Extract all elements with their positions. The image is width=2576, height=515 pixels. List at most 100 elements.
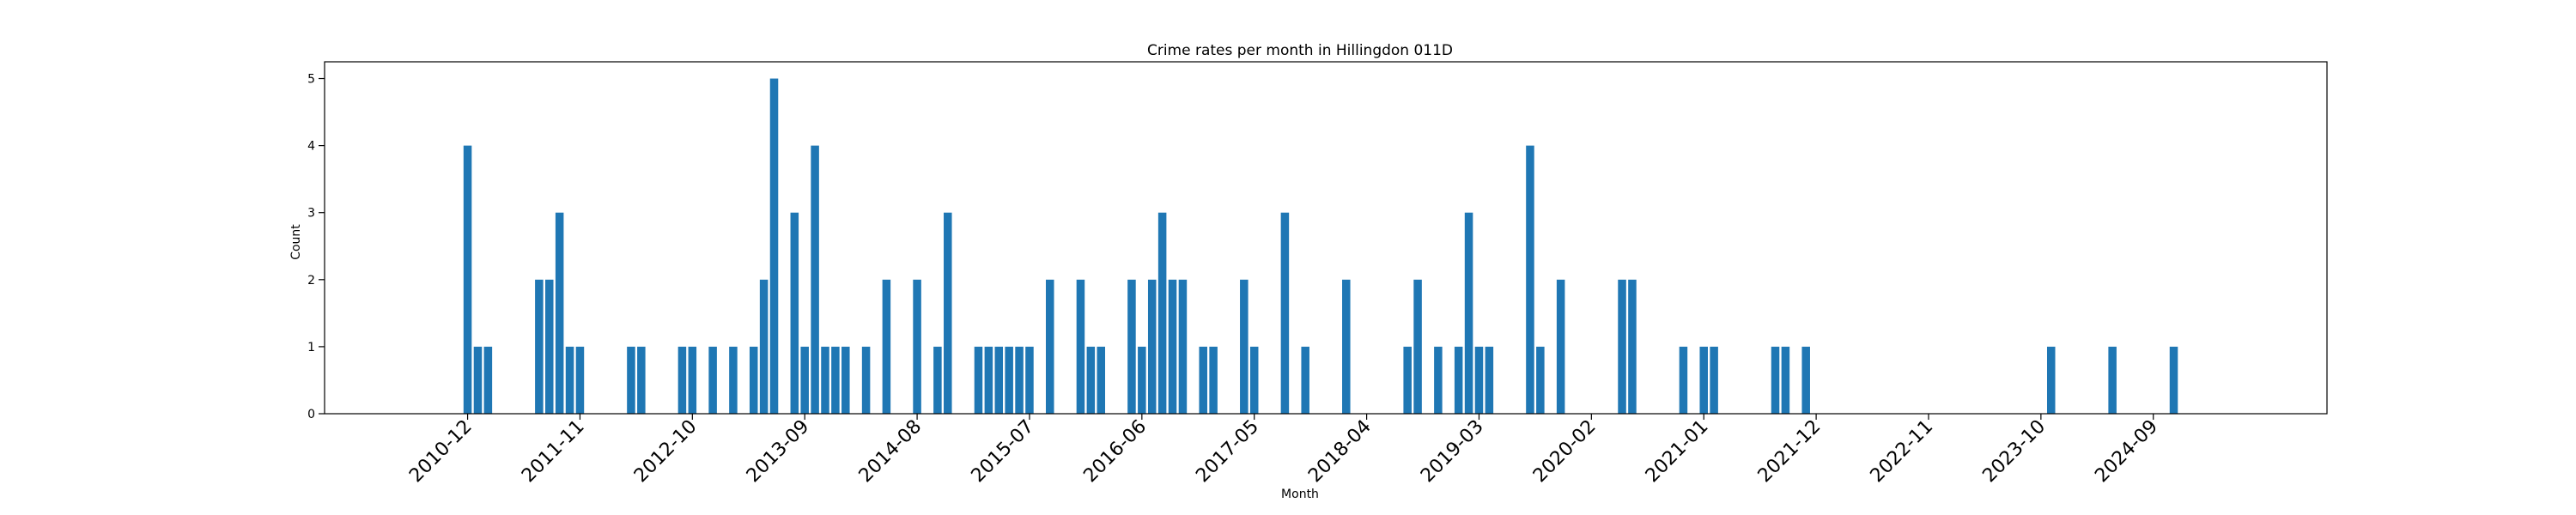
bar-2014-01	[841, 346, 850, 414]
x-tick-label: 2010-12	[405, 416, 477, 488]
bar-2015-03	[984, 346, 993, 414]
x-tick-label: 2014-08	[855, 416, 927, 488]
bar-2015-04	[994, 346, 1004, 414]
bar-2017-10	[1301, 346, 1309, 414]
bar-2016-12	[1199, 346, 1207, 414]
bar-2016-02	[1097, 346, 1106, 414]
bar-2020-05	[1618, 279, 1626, 414]
bar-2017-08	[1280, 212, 1290, 414]
bar-2019-03	[1474, 346, 1484, 414]
x-tick-label: 2013-09	[743, 416, 814, 488]
bar-2021-01	[1699, 346, 1708, 414]
bar-2011-10	[565, 346, 574, 414]
y-tick-label: 5	[307, 73, 315, 87]
bar-2017-01	[1209, 346, 1218, 414]
bar-2013-09	[800, 346, 809, 414]
bar-2015-05	[1005, 346, 1013, 414]
bar-2011-09	[555, 212, 564, 414]
x-tick-label: 2016-06	[1079, 416, 1151, 488]
y-tick-label: 1	[307, 341, 315, 354]
bar-2014-05	[882, 279, 891, 414]
bar-2012-09	[677, 346, 687, 414]
y-tick-label: 3	[307, 207, 315, 221]
x-tick-label: 2019-03	[1417, 416, 1488, 488]
bar-2012-04	[627, 346, 635, 414]
x-tick-label: 2023-10	[1978, 416, 2050, 488]
bar-2016-05	[1127, 279, 1136, 414]
bar-2013-11	[821, 346, 829, 414]
bar-2013-12	[831, 346, 840, 414]
bar-2016-08	[1157, 212, 1167, 414]
bar-2024-05	[2108, 346, 2117, 414]
chart-title: Crime rates per month in Hillingdon 011D	[1147, 42, 1453, 59]
x-tick-label: 2017-05	[1192, 416, 1263, 488]
x-tick-label: 2021-01	[1642, 416, 1713, 488]
bar-2013-10	[811, 145, 819, 414]
x-axis-label: Month	[1281, 488, 1319, 501]
bar-2018-02	[1342, 279, 1351, 414]
bar-2013-05	[759, 279, 769, 414]
bar-2012-05	[637, 346, 646, 414]
x-tick-label: 2011-11	[518, 416, 589, 488]
x-tick-label: 2018-04	[1304, 416, 1376, 488]
x-tick-label: 2021-12	[1754, 416, 1826, 488]
bar-2015-12	[1076, 279, 1085, 414]
bar-2012-10	[688, 346, 697, 414]
bar-2021-11	[1801, 346, 1810, 414]
bar-2021-09	[1781, 346, 1790, 414]
bar-2013-02	[729, 346, 738, 414]
bar-2013-06	[769, 78, 779, 415]
bar-2019-08	[1526, 145, 1534, 414]
x-tick-label: 2012-10	[630, 416, 702, 488]
bar-2015-07	[1025, 346, 1034, 414]
bar-2021-08	[1771, 346, 1780, 414]
bar-2016-09	[1168, 279, 1177, 414]
bar-2023-11	[2046, 346, 2056, 414]
bar-2015-02	[974, 346, 983, 414]
bar-2011-02	[483, 346, 493, 414]
bar-2019-02	[1464, 212, 1473, 414]
bar-2012-12	[708, 346, 717, 414]
bar-2019-11	[1556, 279, 1565, 414]
bar-2019-09	[1536, 346, 1545, 414]
bar-2017-05	[1249, 346, 1259, 414]
bars-group	[463, 78, 2178, 415]
bar-2020-06	[1628, 279, 1637, 414]
bar-2015-06	[1015, 346, 1024, 414]
bar-2015-09	[1045, 279, 1054, 414]
y-tick-label: 0	[307, 408, 315, 421]
bar-2024-11	[2169, 346, 2178, 414]
x-tick-label: 2022-11	[1867, 416, 1938, 488]
bar-2014-03	[861, 346, 871, 414]
x-tick-label: 2024-09	[2091, 416, 2162, 488]
x-tick-label: 2020-02	[1529, 416, 1601, 488]
bar-2016-10	[1178, 279, 1188, 414]
y-tick-label: 4	[307, 140, 315, 154]
bar-2016-06	[1138, 346, 1146, 414]
bar-2016-01	[1086, 346, 1096, 414]
bar-2011-08	[544, 279, 554, 414]
bar-2021-02	[1710, 346, 1718, 414]
plot-frame	[324, 61, 2328, 415]
y-axis-label: Count	[289, 224, 303, 260]
bar-2016-07	[1147, 279, 1157, 414]
bar-2010-12	[463, 145, 472, 414]
y-axis: 0 1 2 3 4 5	[307, 73, 325, 421]
bar-2014-08	[913, 279, 921, 414]
bar-2013-04	[749, 346, 758, 414]
bar-2017-04	[1240, 279, 1249, 414]
bar-2018-11	[1434, 346, 1443, 414]
bar-2019-04	[1485, 346, 1494, 414]
bar-2014-10	[933, 346, 942, 414]
bar-2014-11	[944, 212, 952, 414]
bar-2011-11	[575, 346, 585, 414]
x-axis: 2010-12 2011-11 2012-10 2013-09 2014-08 2015-…	[405, 414, 2162, 487]
x-tick-label: 2015-07	[968, 416, 1039, 488]
bar-2013-08	[790, 212, 799, 414]
bar-2011-01	[473, 346, 483, 414]
bar-2018-08	[1403, 346, 1412, 414]
bar-2018-09	[1413, 279, 1422, 414]
bar-2011-07	[535, 279, 544, 414]
bar-2019-01	[1454, 346, 1463, 414]
